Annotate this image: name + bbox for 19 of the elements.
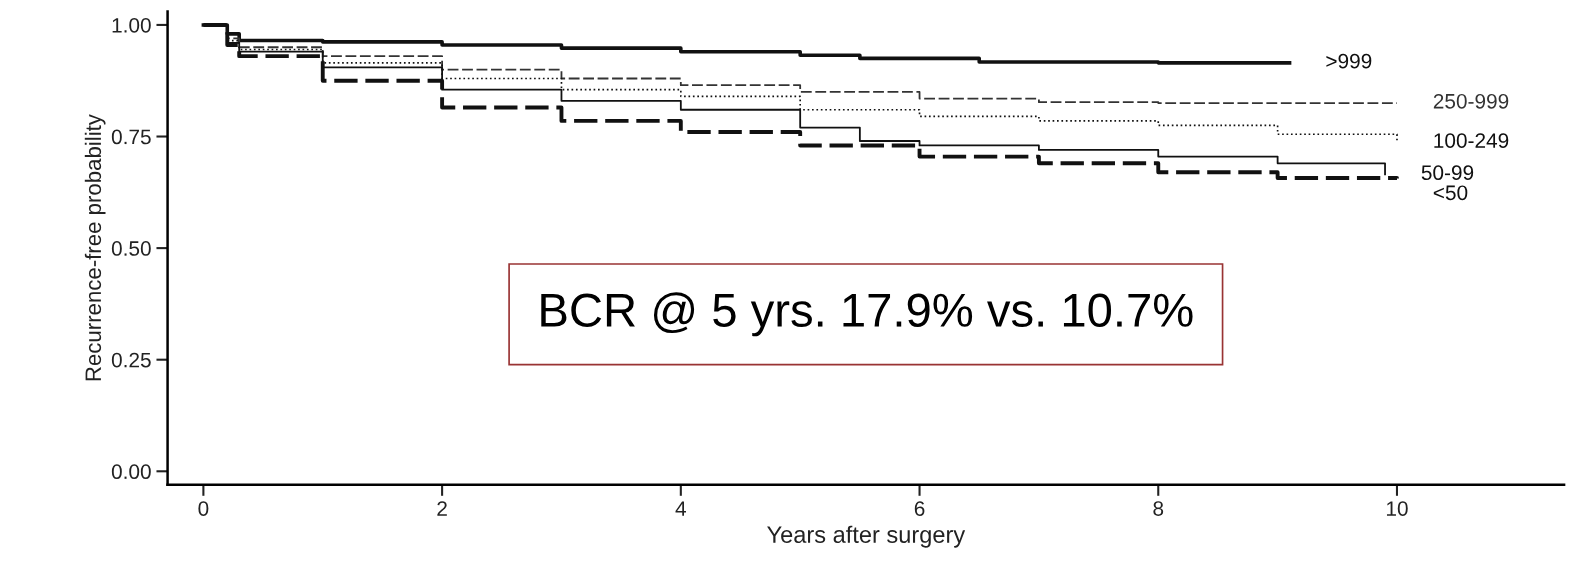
x-tick-label: 0 (198, 501, 209, 516)
y-tick-label: 0.75 (111, 129, 151, 145)
x-axis-title: Years after surgery (767, 525, 966, 548)
y-tick-label: 1.00 (112, 17, 151, 33)
series-label: <50 (1433, 185, 1468, 201)
series-label: 250-999 (1433, 93, 1509, 109)
series-label: >999 (1326, 53, 1372, 69)
y-tick-label: 0.25 (111, 352, 151, 368)
annotation: BCR @ 5 yrs. 17.9% vs. 10.7% (541, 292, 1193, 337)
x-tick-label: 2 (437, 501, 447, 516)
y-tick-label: 0.50 (111, 241, 151, 256)
series-label: 50-99 (1421, 165, 1474, 181)
x-tick-label: 4 (675, 501, 687, 516)
y-tick-label: 0.00 (111, 464, 151, 480)
y-axis-title: Recurrence-free probability (84, 114, 106, 381)
x-tick-label: 10 (1386, 501, 1408, 516)
x-tick-label: 6 (914, 501, 925, 516)
series-label: 100-249 (1434, 133, 1509, 148)
x-tick-label: 8 (1153, 501, 1164, 516)
